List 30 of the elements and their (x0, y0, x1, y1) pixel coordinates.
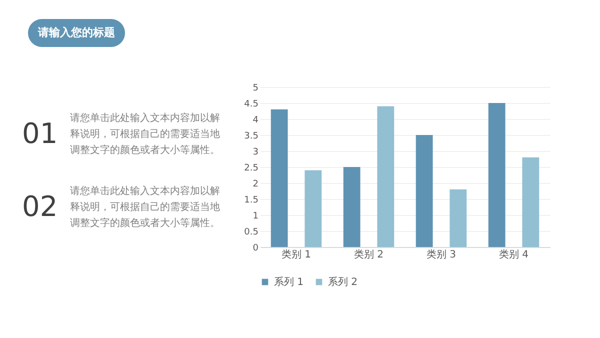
text: 01 (22, 117, 58, 150)
bar (304, 170, 322, 247)
y-tick-label: 3 (252, 148, 258, 158)
bar (488, 103, 506, 247)
bar (450, 189, 467, 247)
text: 请您单击此处输入文本内容加以解释说明，可根据自己的需要适当地调整文字的颜色或者大小等属性。 (70, 185, 220, 229)
y-tick-label: 3.5 (244, 132, 258, 142)
y-tick-label: 2.5 (244, 164, 258, 174)
legend-label: 系列 1 (274, 276, 304, 288)
bar (377, 106, 394, 247)
x-tick-label: 类别 3 (426, 248, 456, 260)
y-tick-label: 0.5 (244, 228, 258, 238)
y-tick-label: 5 (252, 84, 258, 94)
y-tick-label: 2 (252, 180, 258, 190)
bar (522, 157, 540, 247)
legend-label: 系列 2 (328, 276, 358, 288)
x-tick-label: 类别 4 (498, 248, 529, 260)
y-tick-label: 1 (252, 212, 258, 222)
bar (343, 167, 360, 247)
x-tick-label: 类别 1 (281, 248, 312, 260)
bar (416, 135, 433, 247)
text: 02 (22, 190, 58, 223)
y-tick-label: 4 (252, 116, 259, 126)
text: 请您单击此处输入文本内容加以解释说明，可根据自己的需要适当地调整文字的颜色或者大小等属性。 (70, 112, 220, 156)
y-tick-label: 0 (252, 244, 259, 254)
x-tick-label: 类别 2 (354, 248, 384, 260)
y-tick-label: 4.5 (244, 100, 258, 110)
bar (270, 109, 288, 247)
y-tick-label: 1.5 (244, 196, 258, 206)
text: 请输入您的标题 (37, 26, 115, 39)
